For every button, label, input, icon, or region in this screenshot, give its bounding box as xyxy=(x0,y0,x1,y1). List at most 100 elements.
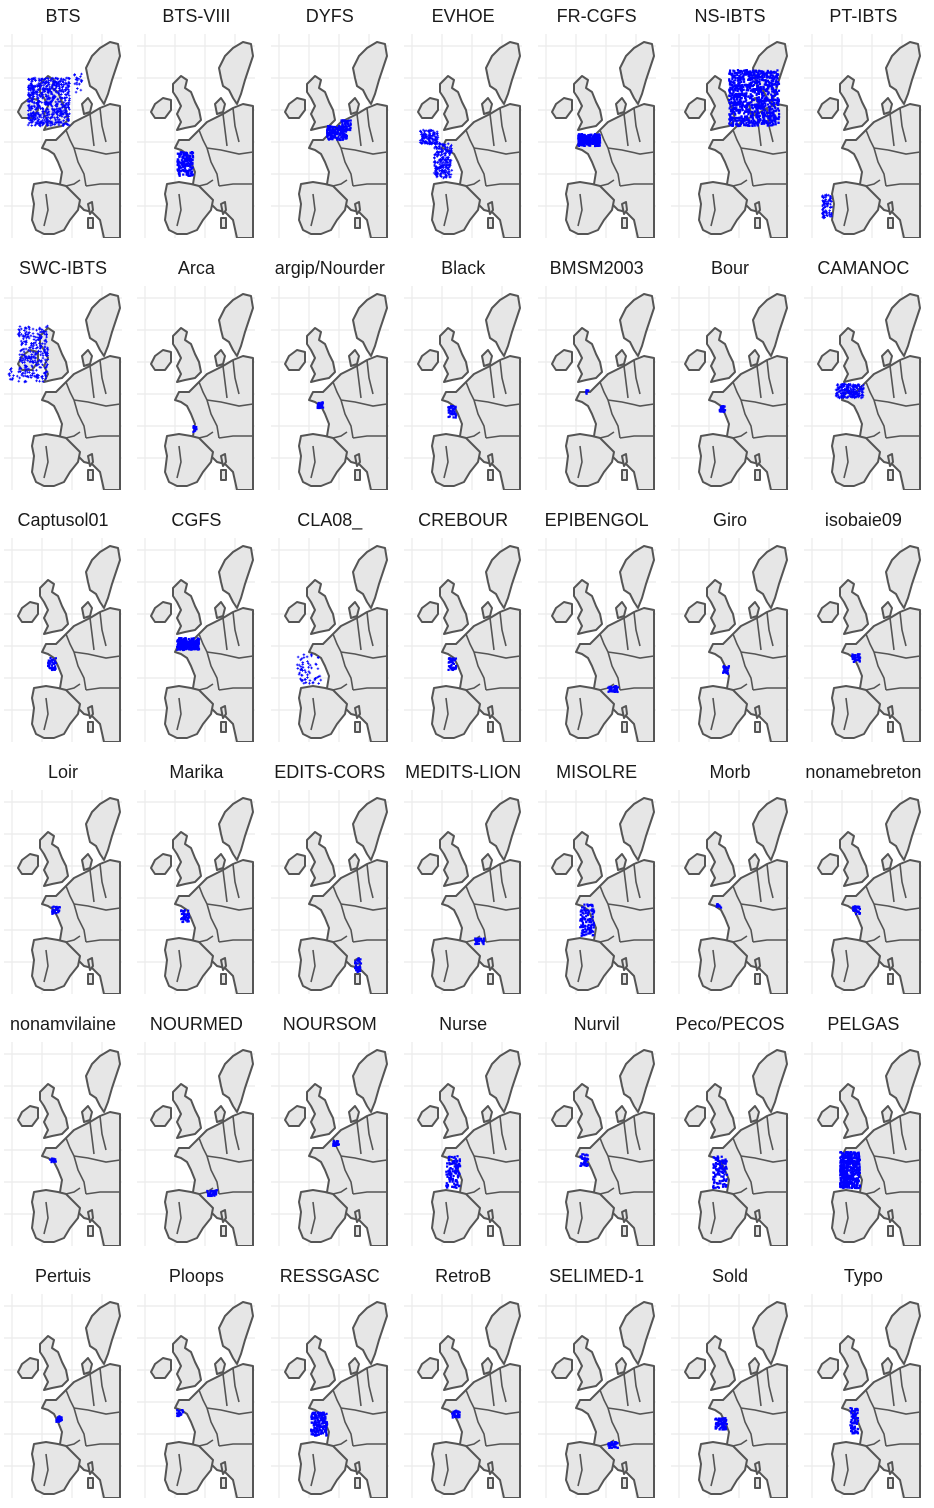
survey-point xyxy=(767,80,769,82)
land-ireland xyxy=(818,854,838,874)
land-ireland xyxy=(151,602,171,622)
land-gb xyxy=(173,1084,201,1138)
survey-point xyxy=(207,1191,209,1193)
survey-point xyxy=(592,923,594,925)
land-scandinavia xyxy=(753,294,787,356)
land-ireland xyxy=(285,854,305,874)
survey-point xyxy=(759,104,761,106)
survey-point xyxy=(758,121,760,123)
survey-point xyxy=(754,110,756,112)
survey-point xyxy=(732,81,734,83)
europe-map xyxy=(4,1042,122,1246)
survey-point xyxy=(183,918,185,920)
survey-point xyxy=(854,907,856,909)
map-panel: Arca xyxy=(135,252,257,500)
survey-point xyxy=(776,73,778,75)
survey-point xyxy=(772,119,774,121)
survey-point xyxy=(452,413,454,415)
survey-points xyxy=(332,1140,340,1147)
survey-point xyxy=(358,959,360,961)
survey-point xyxy=(585,921,587,923)
survey-point xyxy=(737,102,739,104)
land-corsica xyxy=(88,454,93,466)
survey-point xyxy=(190,641,192,643)
land-scandinavia xyxy=(886,42,920,104)
survey-point xyxy=(182,921,184,923)
panel-title: Captusol01 xyxy=(2,510,124,531)
survey-point xyxy=(195,640,197,642)
land-sardinia xyxy=(88,1226,93,1236)
survey-point xyxy=(731,108,733,110)
survey-point xyxy=(748,75,750,77)
survey-point xyxy=(737,88,739,90)
land-scandinavia xyxy=(753,546,787,608)
survey-point xyxy=(55,1160,57,1162)
survey-point xyxy=(78,83,81,86)
survey-point xyxy=(343,134,345,136)
survey-point xyxy=(30,376,33,379)
europe-map xyxy=(538,286,656,490)
survey-point xyxy=(593,133,595,135)
land-ireland xyxy=(552,350,572,370)
land-denmark xyxy=(482,854,492,870)
land-scandinavia xyxy=(486,42,520,104)
land-denmark xyxy=(215,854,225,870)
land-denmark xyxy=(882,602,892,618)
survey-point xyxy=(739,76,741,78)
survey-point xyxy=(764,105,766,107)
europe-map xyxy=(804,34,922,238)
survey-point xyxy=(775,99,777,101)
map-panel: EPIBENGOL xyxy=(536,504,658,752)
land-denmark xyxy=(215,98,225,114)
survey-point xyxy=(859,912,861,914)
survey-point xyxy=(751,74,753,76)
survey-point xyxy=(770,82,772,84)
survey-point xyxy=(316,667,319,670)
survey-point xyxy=(747,86,749,88)
map-panel: CLA08_ xyxy=(269,504,391,752)
survey-point xyxy=(349,122,351,124)
survey-point xyxy=(771,90,773,92)
survey-point xyxy=(584,925,586,927)
land-scandinavia xyxy=(353,798,387,860)
land-sardinia xyxy=(888,218,893,228)
land-scandinavia xyxy=(219,1050,253,1112)
land-corsica xyxy=(622,454,627,466)
map-panel: BMSM2003 xyxy=(536,252,658,500)
survey-point xyxy=(730,110,732,112)
panel-title: CAMANOC xyxy=(802,258,924,279)
panel-title: Loir xyxy=(2,762,124,783)
survey-point xyxy=(35,329,38,332)
survey-point xyxy=(729,87,731,89)
survey-point xyxy=(177,158,179,160)
survey-point xyxy=(739,119,741,121)
survey-point xyxy=(753,120,755,122)
survey-point xyxy=(733,76,735,78)
survey-point xyxy=(450,667,452,669)
survey-point xyxy=(735,95,737,97)
panel-title: FR-CGFS xyxy=(536,6,658,27)
panel-title: BMSM2003 xyxy=(536,258,658,279)
survey-point xyxy=(184,169,186,171)
survey-point xyxy=(778,113,780,115)
panel-title: DYFS xyxy=(269,6,391,27)
survey-point xyxy=(761,123,763,125)
survey-point xyxy=(358,970,360,972)
survey-point xyxy=(35,380,38,383)
panel-title: Black xyxy=(402,258,524,279)
land-scandinavia xyxy=(219,42,253,104)
survey-point xyxy=(75,91,78,94)
survey-point xyxy=(216,1189,218,1191)
land-denmark xyxy=(882,98,892,114)
survey-point xyxy=(612,689,614,691)
survey-point xyxy=(585,931,587,933)
survey-point xyxy=(770,85,772,87)
survey-point xyxy=(319,407,321,409)
survey-point xyxy=(183,913,185,915)
survey-point xyxy=(344,129,346,131)
survey-point xyxy=(24,372,27,375)
survey-point xyxy=(857,656,859,658)
land-scandinavia xyxy=(753,798,787,860)
europe-map xyxy=(404,538,522,742)
survey-point xyxy=(727,669,729,671)
